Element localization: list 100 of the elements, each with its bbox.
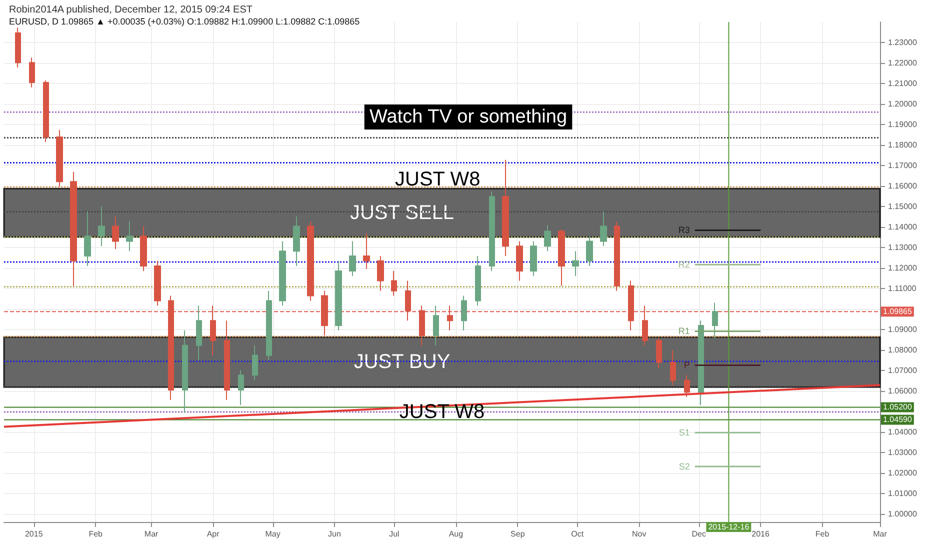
candlestick	[293, 216, 300, 267]
y-tick-label: 1.21000	[888, 78, 918, 88]
candlestick	[572, 250, 579, 276]
y-tick-label: 1.09000	[888, 324, 918, 334]
candlestick	[196, 305, 202, 361]
y-tick-label: 1.22000	[888, 58, 918, 68]
x-tick-label: Mar	[144, 530, 159, 538]
candlestick	[266, 290, 272, 361]
candlestick	[377, 256, 384, 292]
candlestick	[210, 305, 216, 356]
annotation: JUST W8	[395, 168, 480, 190]
candlestick	[224, 320, 230, 400]
candlestick	[656, 338, 662, 369]
x-tick-label: Nov	[632, 530, 646, 538]
candlestick	[140, 226, 147, 272]
x-tick-label: Oct	[571, 530, 584, 538]
y-tick-label: 1.11000	[888, 284, 917, 293]
series-label: R3	[678, 225, 690, 236]
annotation: Watch TV or something	[370, 106, 568, 128]
y-tick-label: 1.07000	[888, 366, 918, 375]
candlestick	[126, 220, 133, 252]
candlestick	[516, 240, 523, 282]
candlestick	[433, 305, 439, 346]
y-tick-label: 1.01000	[888, 488, 918, 498]
candlestick	[335, 260, 342, 331]
candlestick	[252, 344, 258, 381]
candlestick	[29, 57, 35, 88]
y-tick-label: 1.23000	[888, 38, 918, 47]
candlestick	[628, 280, 634, 331]
series-label: S1	[678, 428, 690, 438]
candlestick	[112, 216, 119, 250]
y-tick-label: 1.14000	[888, 222, 918, 232]
candlestick	[84, 210, 91, 267]
x-tick-label: May	[265, 530, 280, 538]
ref-line-label: 2015-12-16	[708, 522, 750, 532]
candlestick	[98, 206, 105, 247]
x-tick-label: Apr	[206, 530, 220, 538]
candlestick	[43, 80, 49, 143]
candlestick	[544, 224, 551, 252]
y-tick-label: 1.02000	[888, 468, 918, 478]
candlestick	[642, 305, 648, 346]
y-tick-label: 1.20000	[888, 99, 918, 108]
candlestick	[363, 232, 370, 270]
candlestick	[684, 374, 690, 398]
candlestick	[70, 171, 77, 286]
candlestick	[530, 240, 537, 276]
candlestick	[238, 370, 244, 406]
candlestick	[670, 350, 676, 386]
x-tick-label: Feb	[88, 530, 104, 538]
y-tick-label: 1.12000	[888, 263, 918, 272]
ref-line-label: 1.05200	[883, 402, 912, 412]
x-tick-label: Aug	[448, 530, 464, 538]
candlestick	[307, 220, 314, 302]
y-tick-label: 1.18000	[888, 140, 918, 150]
y-tick-label: 1.08000	[888, 345, 918, 354]
candlestick	[489, 191, 495, 272]
y-tick-label: 1.03000	[888, 448, 918, 457]
x-tick-label: Sep	[510, 530, 526, 538]
candlestick	[600, 210, 607, 247]
candlestick	[419, 305, 425, 346]
y-tick-label: 1.04000	[888, 427, 918, 436]
series-label: R2	[678, 260, 690, 270]
candlestick	[614, 220, 620, 292]
series-label: S2	[678, 461, 690, 472]
candlestick	[154, 260, 161, 306]
candlestick	[461, 295, 467, 331]
x-tick-label: 2015	[24, 530, 44, 538]
candlestick	[586, 236, 593, 267]
ref-line-label: 1.09865	[883, 307, 912, 316]
candlestick	[279, 240, 286, 306]
candlestick	[712, 302, 718, 339]
series-label: P	[684, 360, 690, 370]
ref-line-label: 1.04590	[883, 415, 912, 424]
candlestick	[558, 228, 565, 286]
y-tick-label: 1.13000	[888, 242, 918, 252]
x-tick-label: 2016	[752, 530, 770, 538]
candlestick	[502, 159, 509, 257]
y-tick-label: 1.06000	[888, 386, 918, 396]
y-tick-label: 1.15000	[888, 202, 918, 211]
candlestick	[447, 305, 453, 331]
candlestick	[168, 295, 174, 400]
candlestick	[405, 280, 411, 322]
candlestick	[475, 256, 481, 306]
candlestick	[349, 240, 356, 276]
y-tick-label: 1.17000	[888, 160, 918, 170]
candlestick	[321, 290, 328, 336]
candlestick	[391, 270, 397, 296]
x-tick-label: Jun	[328, 530, 341, 538]
series-label: R1	[678, 326, 690, 336]
y-tick-label: 1.00000	[888, 509, 918, 518]
x-tick-label: Mar	[873, 530, 888, 538]
chart-subtitle: EURUSD, D 1.09865 ▲ +0.00035 (+0.03%) O:1.09882 H:1.09900 L:1.09882 C:1.09865	[9, 16, 360, 26]
candlestick	[698, 320, 704, 406]
band-label: JUST BUY	[354, 351, 450, 374]
candlestick	[182, 330, 188, 414]
x-tick-label: Feb	[815, 530, 830, 538]
x-tick-label: Jul	[389, 530, 400, 538]
y-tick-label: 1.16000	[888, 181, 918, 190]
candlestick	[15, 27, 21, 68]
chart-title: Robin2014A published, December 12, 2015 09:24 EST	[9, 4, 253, 16]
